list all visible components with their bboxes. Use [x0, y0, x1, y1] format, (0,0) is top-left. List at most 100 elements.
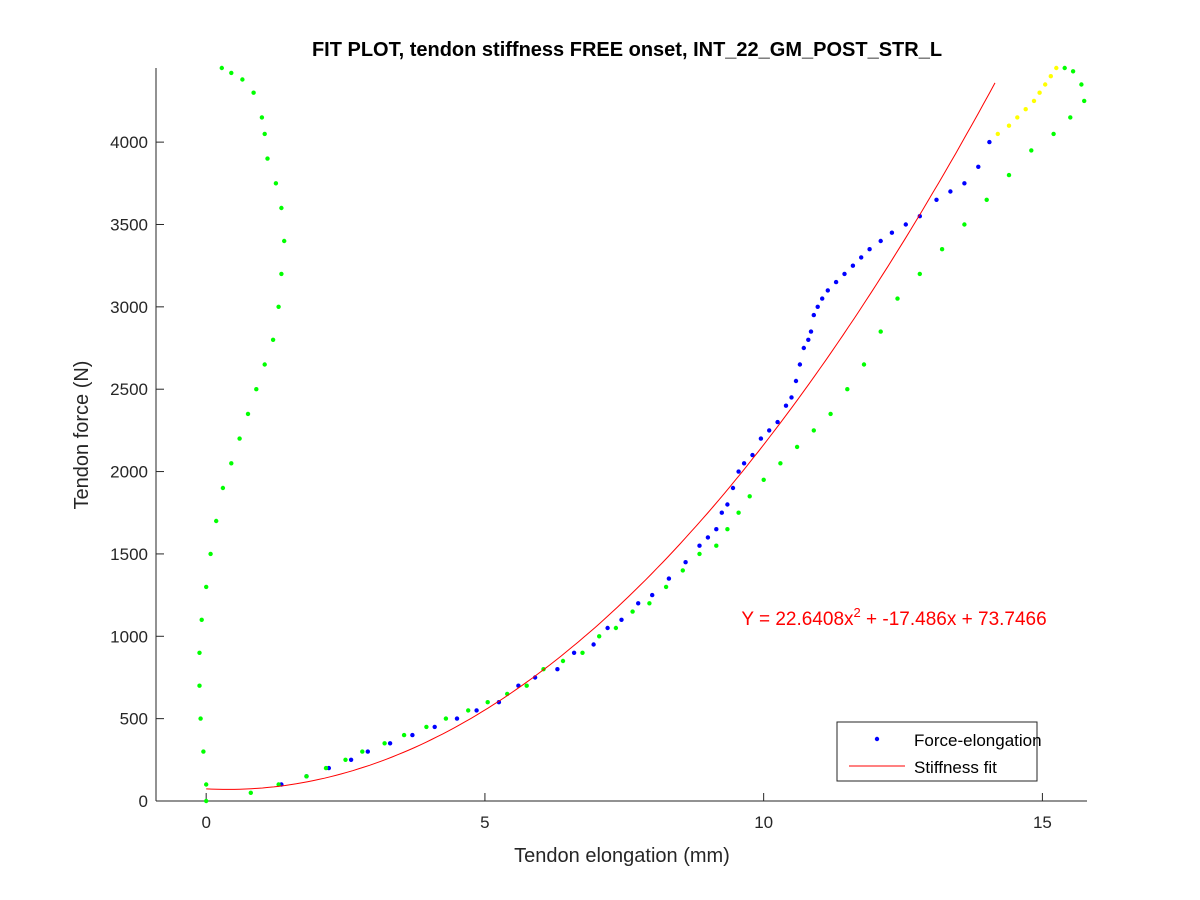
- data-point: [474, 708, 479, 713]
- data-point: [201, 749, 206, 754]
- data-point: [815, 304, 820, 309]
- data-point: [496, 700, 502, 705]
- data-point: [1037, 90, 1042, 95]
- data-point: [1068, 115, 1073, 120]
- scatter-series: [197, 65, 1087, 804]
- x-axis-title: Tendon elongation (mm): [514, 845, 730, 867]
- data-point: [636, 601, 641, 606]
- data-point: [861, 362, 867, 367]
- data-point: [828, 411, 833, 417]
- data-point: [348, 757, 354, 762]
- data-point: [279, 271, 284, 277]
- data-point: [208, 551, 213, 557]
- data-point: [794, 444, 800, 450]
- series-0: [279, 139, 992, 787]
- data-point: [229, 461, 234, 466]
- series-3: [995, 65, 1059, 137]
- data-point: [666, 576, 672, 581]
- data-point: [962, 222, 967, 227]
- y-tick-label: 3000: [110, 298, 148, 317]
- data-point: [454, 716, 460, 721]
- y-tick-label: 500: [120, 710, 148, 729]
- data-point: [198, 716, 203, 721]
- data-point: [245, 411, 251, 417]
- legend-label-force-elongation: Force-elongation: [914, 731, 1042, 750]
- data-point: [365, 749, 370, 754]
- data-point: [680, 568, 685, 573]
- data-point: [401, 732, 407, 738]
- data-point: [736, 510, 741, 515]
- data-point: [984, 197, 989, 202]
- data-point: [705, 535, 711, 540]
- data-point: [775, 419, 780, 425]
- data-point: [811, 428, 816, 433]
- data-point: [259, 115, 265, 120]
- data-point: [323, 765, 329, 771]
- data-point: [962, 181, 967, 186]
- data-point: [697, 551, 702, 557]
- data-point: [806, 337, 811, 342]
- fit-equation-suffix: + -17.486x + 73.7466: [861, 609, 1047, 630]
- data-point: [783, 403, 789, 408]
- data-point: [778, 461, 783, 466]
- data-point: [948, 189, 953, 194]
- data-point: [485, 700, 490, 705]
- data-point: [279, 205, 284, 211]
- data-point: [903, 222, 908, 227]
- stiffness-fit-curve: [206, 82, 996, 790]
- data-point: [730, 485, 736, 491]
- series-1: [276, 65, 1087, 787]
- data-point: [199, 617, 204, 622]
- data-point: [793, 378, 799, 384]
- data-point: [1082, 98, 1087, 104]
- data-point: [251, 90, 256, 95]
- data-point: [845, 387, 850, 392]
- x-tick-label: 0: [201, 813, 210, 832]
- data-point: [276, 304, 281, 309]
- data-point: [424, 724, 429, 730]
- data-point: [878, 238, 883, 244]
- data-point: [524, 683, 529, 688]
- data-point: [789, 395, 794, 400]
- data-point: [995, 131, 1000, 137]
- data-point: [197, 650, 202, 655]
- data-point: [697, 543, 702, 548]
- fit-equation-prefix: Y = 22.6408x: [741, 609, 854, 630]
- data-point: [204, 798, 209, 804]
- data-point: [758, 436, 764, 441]
- data-point: [591, 642, 596, 647]
- data-point: [820, 296, 825, 301]
- data-point: [1048, 74, 1054, 79]
- data-point: [605, 625, 610, 631]
- data-point: [343, 757, 348, 762]
- data-point: [663, 584, 669, 590]
- data-point: [683, 560, 688, 565]
- data-point: [197, 683, 202, 688]
- data-point: [825, 288, 830, 293]
- y-tick-label: 2500: [110, 380, 148, 399]
- data-point: [750, 452, 755, 458]
- data-point: [613, 625, 619, 631]
- data-point: [917, 271, 922, 277]
- data-point: [797, 362, 803, 367]
- data-point: [987, 139, 992, 145]
- data-point: [254, 387, 259, 392]
- data-point: [1031, 98, 1037, 104]
- data-point: [808, 329, 814, 334]
- data-point: [580, 650, 585, 655]
- y-tick-label: 1500: [110, 545, 148, 564]
- data-point: [767, 428, 772, 433]
- data-point: [248, 790, 253, 795]
- data-point: [265, 156, 270, 161]
- data-point: [1006, 123, 1012, 128]
- y-tick-label: 0: [139, 792, 148, 811]
- data-point: [725, 527, 730, 532]
- data-point: [741, 461, 747, 466]
- data-point: [1079, 82, 1084, 87]
- data-point: [214, 518, 219, 524]
- legend-label-stiffness-fit: Stiffness fit: [914, 758, 997, 777]
- data-point: [1043, 82, 1048, 87]
- data-point: [850, 263, 856, 268]
- y-tick-label: 3500: [110, 215, 148, 234]
- data-point: [1029, 148, 1034, 153]
